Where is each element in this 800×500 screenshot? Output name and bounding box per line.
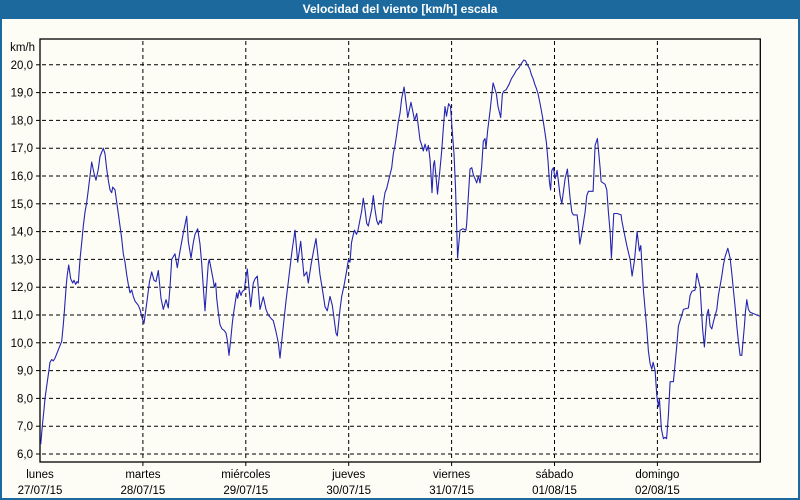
unit-label: km/h <box>10 42 35 54</box>
date-label: 02/08/15 <box>635 485 680 497</box>
y-tick-label: 9,0 <box>17 366 33 378</box>
y-tick-label: 10,0 <box>11 338 33 350</box>
y-tick-label: 16,0 <box>11 171 33 183</box>
date-label: 27/07/15 <box>18 485 63 497</box>
day-label: lunes <box>26 469 54 481</box>
chart-title: Velocidad del viento [km/h] escala <box>302 2 498 16</box>
y-tick-label: 6,0 <box>17 449 33 461</box>
day-label: domingo <box>635 469 679 481</box>
y-tick-label: 7,0 <box>17 421 33 433</box>
date-label: 30/07/15 <box>326 485 371 497</box>
date-label: 31/07/15 <box>429 485 474 497</box>
y-tick-label: 19,0 <box>11 88 33 100</box>
y-tick-label: 20,0 <box>11 60 33 72</box>
day-label: miércoles <box>221 469 270 481</box>
y-tick-label: 8,0 <box>17 393 33 405</box>
y-tick-label: 12,0 <box>11 282 33 294</box>
y-tick-label: 15,0 <box>11 199 33 211</box>
y-tick-label: 17,0 <box>11 143 33 155</box>
date-label: 28/07/15 <box>121 485 166 497</box>
day-label: martes <box>125 469 160 481</box>
date-label: 29/07/15 <box>223 485 268 497</box>
y-tick-label: 18,0 <box>11 115 33 127</box>
plot-frame <box>39 38 761 463</box>
day-label: jueves <box>331 469 365 481</box>
day-label: viernes <box>433 469 470 481</box>
wind-speed-line <box>40 59 761 445</box>
y-tick-label: 11,0 <box>11 310 33 322</box>
y-tick-label: 14,0 <box>11 227 33 239</box>
date-label: 01/08/15 <box>532 485 577 497</box>
y-tick-label: 13,0 <box>11 254 33 266</box>
title-bar: Velocidad del viento [km/h] escala <box>0 0 800 19</box>
day-label: sábado <box>536 469 574 481</box>
